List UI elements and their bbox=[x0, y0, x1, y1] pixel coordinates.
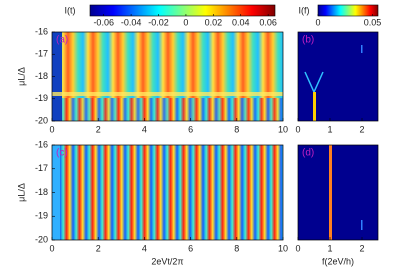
colorbar-tick-label: -0.06 bbox=[93, 17, 114, 27]
x-tick-label: 2 bbox=[359, 243, 364, 253]
x-tick-label: 4 bbox=[142, 124, 147, 134]
y-tick-label: -17 bbox=[35, 163, 48, 173]
colorbar bbox=[89, 4, 276, 17]
colorbar-tick-label: 0.05 bbox=[364, 17, 382, 27]
y-tick-label: -19 bbox=[35, 211, 48, 221]
y-tick-label: -17 bbox=[35, 49, 48, 59]
y-tick-label: -18 bbox=[35, 71, 48, 81]
axes-frame bbox=[297, 31, 379, 122]
panel-label: (b) bbox=[302, 35, 314, 46]
heatmap-d-line bbox=[329, 145, 332, 240]
heatmap-b bbox=[298, 32, 378, 121]
colorbar-label: I(f) bbox=[299, 5, 310, 15]
colorbar-tick-label: -0.04 bbox=[121, 17, 142, 27]
heatmap-a-band bbox=[62, 98, 283, 121]
x-tick-label: 2 bbox=[96, 124, 101, 134]
heatmap-a-edge bbox=[52, 32, 62, 121]
x-tick-label: 8 bbox=[234, 243, 239, 253]
y-tick-label: -20 bbox=[35, 115, 48, 125]
x-tick-label: 0 bbox=[49, 124, 54, 134]
heatmap-d bbox=[298, 145, 378, 240]
colorbar-tick-label: -0.02 bbox=[148, 17, 169, 27]
x-tick-label: 2 bbox=[96, 243, 101, 253]
axes-frame bbox=[297, 144, 379, 241]
heatmap-a-line bbox=[52, 92, 283, 96]
colorbar-tick-label: 0 bbox=[315, 17, 320, 27]
panel-label: (c) bbox=[56, 148, 68, 159]
x-tick-label: 10 bbox=[278, 243, 288, 253]
heatmap-b-line bbox=[313, 92, 316, 121]
x-tick-label: 0 bbox=[295, 243, 300, 253]
x-axis-label: f(2eV/h) bbox=[322, 256, 354, 266]
y-axis-label: μL/Δ bbox=[16, 67, 26, 86]
heatmap-b-dot bbox=[361, 45, 363, 53]
x-tick-label: 0 bbox=[49, 243, 54, 253]
y-tick-label: -16 bbox=[35, 139, 48, 149]
y-axis-label: μL/Δ bbox=[16, 183, 26, 202]
colorbar-label: I(t) bbox=[65, 5, 76, 15]
y-tick-label: -16 bbox=[35, 26, 48, 36]
x-tick-label: 6 bbox=[188, 124, 193, 134]
panel-label: (a) bbox=[56, 35, 68, 46]
colorbar-tick-label: 0.06 bbox=[259, 17, 277, 27]
x-axis-label: 2eVt/2π bbox=[151, 256, 183, 266]
x-tick-label: 1 bbox=[327, 124, 332, 134]
heatmap-c bbox=[52, 145, 283, 240]
heatmap-c-edge bbox=[52, 145, 60, 240]
colorbar-tick-label: 0.02 bbox=[205, 17, 223, 27]
x-tick-label: 4 bbox=[142, 243, 147, 253]
x-tick-label: 1 bbox=[327, 243, 332, 253]
x-tick-label: 2 bbox=[359, 124, 364, 134]
colorbar-tick-label: 0.04 bbox=[232, 17, 250, 27]
panel-label: (d) bbox=[302, 148, 314, 159]
x-tick-label: 6 bbox=[188, 243, 193, 253]
colorbar-tick-label: 0 bbox=[183, 17, 188, 27]
colorbar bbox=[317, 4, 379, 17]
x-tick-label: 0 bbox=[295, 124, 300, 134]
y-tick-label: -19 bbox=[35, 93, 48, 103]
y-tick-label: -18 bbox=[35, 187, 48, 197]
x-tick-label: 8 bbox=[234, 124, 239, 134]
x-tick-label: 10 bbox=[278, 124, 288, 134]
heatmap-d-dot bbox=[361, 220, 363, 230]
y-tick-label: -20 bbox=[35, 234, 48, 244]
